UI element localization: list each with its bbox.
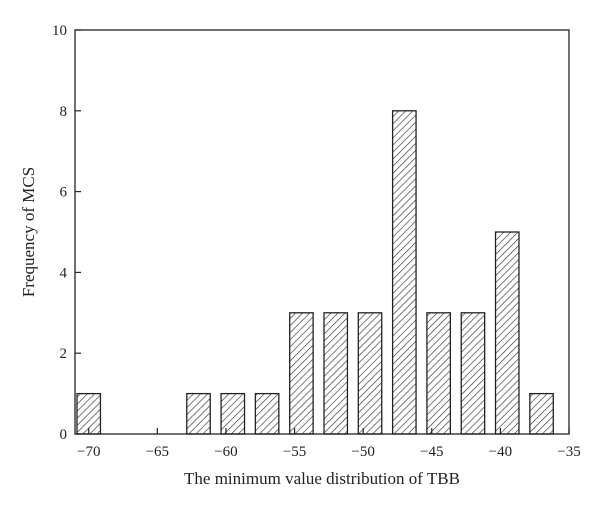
bar-3: [254, 392, 280, 435]
y-tick-label-1: 2: [60, 346, 68, 362]
y-tick-label-2: 4: [60, 265, 68, 281]
x-tick-label-2: −60: [214, 444, 237, 460]
bar-11: [529, 392, 554, 435]
y-tick-label-4: 8: [60, 104, 68, 120]
bar-4: [289, 312, 314, 435]
bar-0: [76, 392, 102, 435]
x-tick-label-3: −55: [283, 444, 306, 460]
x-tick-label-4: −50: [351, 444, 374, 460]
bar-8: [426, 312, 452, 435]
x-tick-label-7: −35: [557, 444, 580, 460]
x-tick-label-6: −40: [489, 444, 512, 460]
bar-7: [391, 110, 417, 435]
y-axis-title: Frequency of MCS: [19, 167, 38, 297]
y-tick-label-5: 10: [52, 23, 67, 39]
y-tick-label-3: 6: [60, 185, 68, 201]
bar-2: [220, 392, 246, 435]
bar-6: [357, 312, 383, 435]
x-tick-label-0: −70: [77, 444, 100, 460]
bar-9: [460, 312, 486, 435]
bar-5: [323, 312, 349, 435]
x-tick-label-1: −65: [146, 444, 169, 460]
x-axis-title: The minimum value distribution of TBB: [184, 469, 460, 488]
ticks-layer: −70 −65 −60 −55 −50 −45 −40 −35 0 2 4 6 8 10: [52, 23, 581, 460]
y-tick-label-0: 0: [60, 427, 68, 443]
bar-1: [186, 392, 211, 435]
x-tick-label-5: −45: [420, 444, 443, 460]
plot-frame: [74, 29, 570, 435]
bar-10: [494, 231, 520, 435]
bars-layer: [76, 110, 554, 435]
